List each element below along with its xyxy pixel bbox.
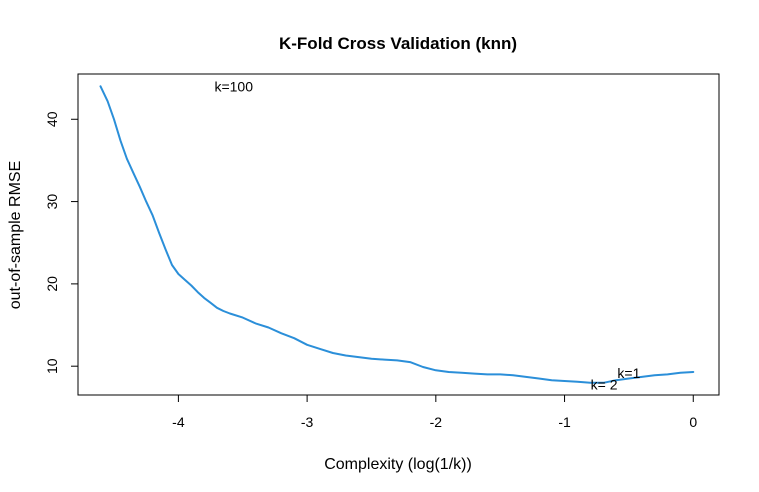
plot-frame xyxy=(77,73,720,396)
annotation-label: k=100 xyxy=(214,78,253,94)
x-axis: -4 -3 -2 -1 0 xyxy=(172,394,697,430)
y-tick-label: 40 xyxy=(44,111,60,127)
x-tick-label: 0 xyxy=(689,414,697,430)
y-tick-label: 20 xyxy=(44,276,60,292)
x-tick-label: -1 xyxy=(558,414,571,430)
x-tick-label: -3 xyxy=(301,414,314,430)
annotation-label: k=1 xyxy=(617,365,640,381)
y-tick-label: 30 xyxy=(44,194,60,210)
annotation-layer: k=100 k=1k= 2 xyxy=(214,78,640,392)
series-layer xyxy=(99,85,695,384)
y-tick-label: 10 xyxy=(44,358,60,374)
x-axis-label: Complexity (log(1/k)) xyxy=(324,456,472,473)
chart-title: K-Fold Cross Validation (knn) xyxy=(279,34,517,53)
y-axis: 10 20 30 40 xyxy=(44,111,79,374)
rmse-series-line xyxy=(99,85,695,384)
y-axis-label: out-of-sample RMSE xyxy=(7,161,24,310)
x-tick-label: -2 xyxy=(430,414,443,430)
annotation-label: k= 2 xyxy=(591,376,618,392)
x-tick-label: -4 xyxy=(172,414,185,430)
